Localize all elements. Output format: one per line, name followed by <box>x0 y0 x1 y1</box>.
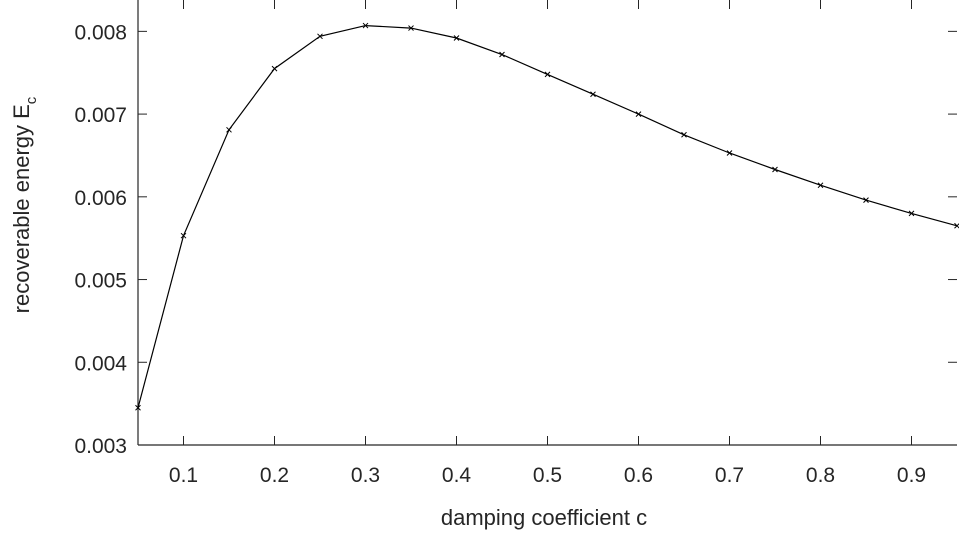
tick-labels: 0.1 0.2 0.3 0.4 0.5 0.6 0.7 0.8 0.9 0.003 0.004 0.0… <box>74 21 926 487</box>
y-tick-label: 0.003 <box>74 435 127 458</box>
data-point <box>772 166 778 173</box>
data-point <box>362 22 369 29</box>
y-tick-label: 0.006 <box>74 187 127 210</box>
ticks <box>138 0 957 446</box>
data-point <box>544 71 551 78</box>
y-tick-label: 0.005 <box>74 270 127 293</box>
data-point <box>635 111 642 117</box>
x-tick-label: 0.3 <box>351 464 380 487</box>
data-point <box>317 33 323 40</box>
data-point <box>863 197 869 203</box>
data-point <box>453 35 460 41</box>
data-point <box>135 404 141 411</box>
data-point <box>590 91 596 98</box>
series-line <box>137 24 958 408</box>
data-point <box>681 131 687 138</box>
data-point <box>499 51 505 58</box>
data-point <box>226 126 232 133</box>
y-tick-label: 0.007 <box>74 104 127 127</box>
data-point <box>271 65 278 72</box>
data-point <box>726 150 733 156</box>
axes <box>137 0 957 446</box>
y-axis-label-subscript: c <box>23 96 40 104</box>
y-axis-label-main: recoverable energy E <box>9 104 34 313</box>
x-tick-label: 0.4 <box>442 464 472 487</box>
x-tick-label: 0.5 <box>533 464 562 487</box>
x-tick-label: 0.1 <box>169 464 198 487</box>
y-axis-label: recoverable energy Ec <box>9 96 40 313</box>
x-tick-label: 0.9 <box>897 464 926 487</box>
data-point <box>908 210 915 217</box>
x-tick-label: 0.6 <box>624 464 653 487</box>
y-tick-label: 0.004 <box>74 352 127 375</box>
data-point <box>817 182 824 189</box>
x-tick-label: 0.7 <box>715 464 744 487</box>
x-tick-label: 0.2 <box>260 464 289 487</box>
data-point <box>408 25 414 31</box>
data-point <box>180 232 187 239</box>
x-axis-label: damping coefficient c <box>441 505 647 530</box>
series-group <box>135 22 959 411</box>
y-tick-label: 0.008 <box>74 21 127 44</box>
x-tick-label: 0.8 <box>806 464 835 487</box>
